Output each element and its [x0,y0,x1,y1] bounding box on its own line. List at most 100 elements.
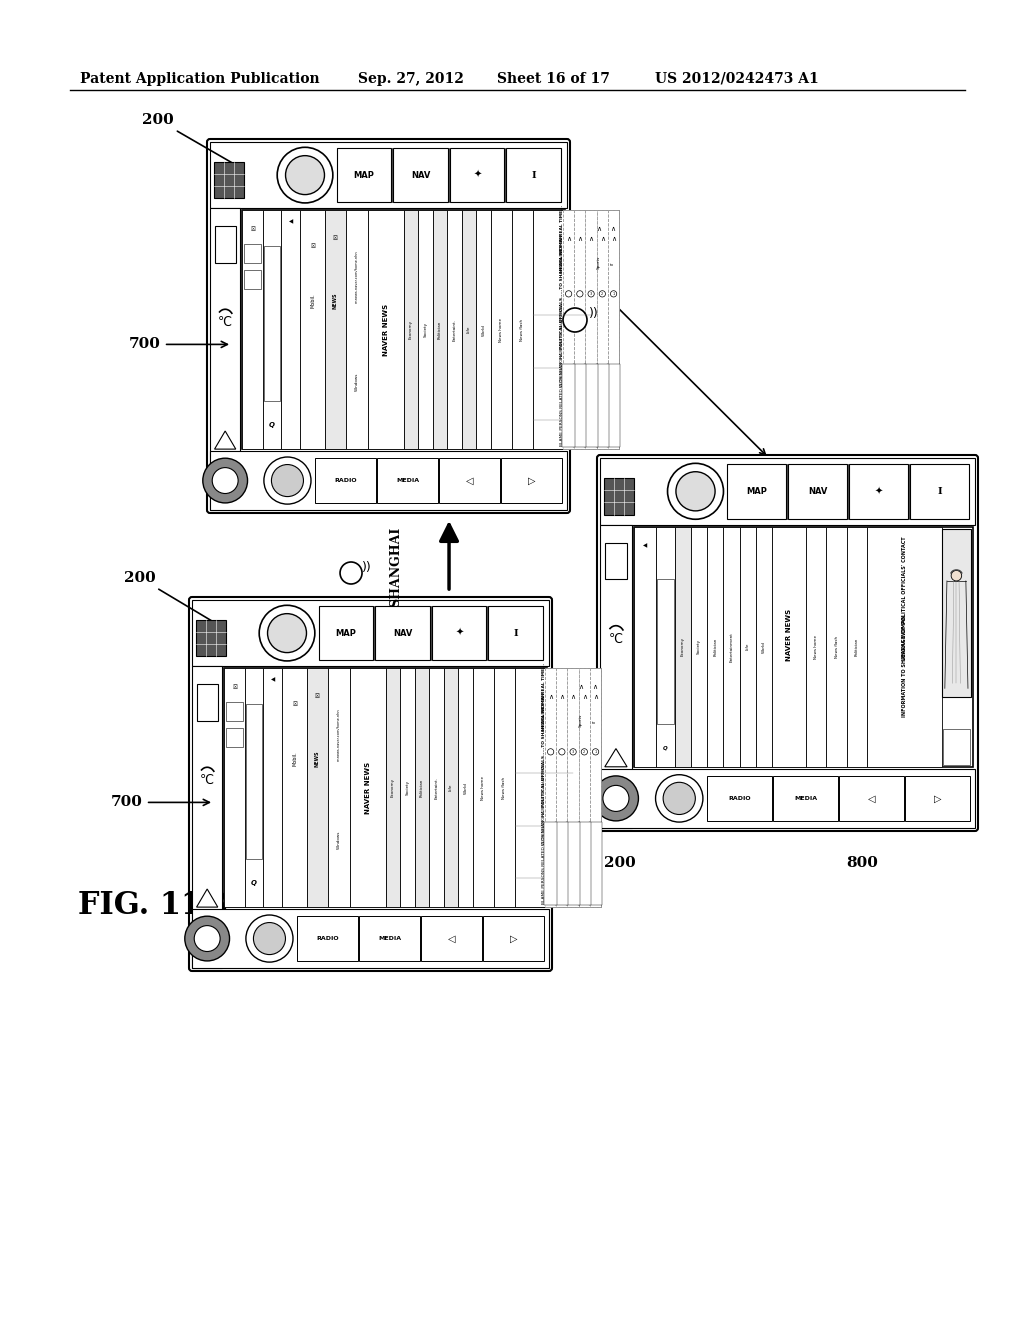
Bar [245,271,261,289]
Text: Economy: Economy [409,321,413,339]
Text: News flash: News flash [835,636,839,657]
Text: Entertaint.: Entertaint. [434,776,438,799]
Text: Entertaint.: Entertaint. [453,318,457,341]
Bar [606,210,620,449]
Bar [400,668,415,907]
Text: ✦: ✦ [473,170,481,180]
Text: I: I [513,628,518,638]
Bar [359,916,420,961]
Text: Life: Life [467,326,471,334]
Bar [403,210,418,449]
Bar [393,148,447,202]
Text: Politician: Politician [438,321,442,339]
Text: ◁: ◁ [466,475,473,486]
Bar [578,821,591,906]
Text: RADIO: RADIO [728,796,751,801]
Circle shape [610,290,616,297]
Text: World: World [464,781,468,793]
Text: Society: Society [406,780,410,795]
Text: ☒: ☒ [251,227,255,232]
Bar [386,668,400,907]
Bar [193,601,549,667]
Circle shape [203,458,248,503]
Text: ℃: ℃ [200,775,214,788]
Text: NO. 1: NO. 1 [605,294,618,334]
Text: Entertainment: Entertainment [729,632,733,661]
Bar [545,668,556,907]
Text: ∧: ∧ [566,236,571,242]
Bar [591,210,606,449]
Circle shape [340,562,362,583]
Bar [596,363,609,447]
Bar [600,524,632,828]
Bar [215,226,236,263]
Text: NAV: NAV [393,628,413,638]
Circle shape [565,290,571,297]
Circle shape [563,308,587,333]
Bar [318,606,374,660]
Text: ∧: ∧ [578,684,583,690]
Text: FIG. 11B: FIG. 11B [78,890,228,921]
Bar [197,684,218,721]
Bar [337,148,391,202]
Text: Mobil.: Mobil. [310,294,315,309]
Circle shape [582,748,588,755]
Bar [605,543,627,579]
Bar [607,363,621,447]
Bar [243,210,565,449]
Text: MEDIA: MEDIA [378,936,401,941]
Text: 1: 1 [595,750,597,754]
Circle shape [559,748,565,755]
Text: News home: News home [481,776,485,800]
Bar [214,162,244,198]
Text: MAP: MAP [336,628,356,638]
Bar [849,465,908,519]
Bar [245,244,261,263]
Bar [459,668,473,907]
Bar [567,668,579,907]
Text: ∧: ∧ [582,694,587,700]
Text: ▷: ▷ [527,475,536,486]
Bar [556,668,567,907]
Bar [196,620,226,656]
Text: ✦: ✦ [874,486,883,496]
Circle shape [676,471,715,511]
Bar [604,478,634,515]
Bar [634,527,973,767]
Text: ▷: ▷ [934,793,941,804]
Text: ∧: ∧ [548,694,553,700]
Text: 200: 200 [142,114,244,170]
Text: Politician: Politician [714,638,717,656]
Bar [739,527,756,767]
Bar [512,210,532,449]
Bar [573,363,587,447]
Text: Life: Life [449,784,453,792]
Text: NAVER NEWS: NAVER NEWS [786,609,793,661]
Text: MAP: MAP [353,170,375,180]
Bar [589,821,602,906]
Bar [283,668,306,907]
Bar [867,527,942,767]
Bar [563,210,574,449]
Text: 200: 200 [604,855,636,870]
Bar [297,916,358,961]
Polygon shape [197,888,218,907]
Bar [590,668,601,907]
Bar [657,579,674,723]
Text: Politician: Politician [855,638,859,656]
Polygon shape [605,748,627,767]
Text: News flash: News flash [520,318,524,341]
Text: MEDIA: MEDIA [794,796,817,801]
Bar [847,527,867,767]
Circle shape [668,463,724,519]
Text: )): )) [589,308,599,321]
Bar [226,727,244,747]
Text: 800: 800 [847,855,879,870]
Text: Sports: Sports [597,256,600,269]
Text: IT: IT [610,261,614,264]
Text: Windows: Windows [355,374,358,392]
Bar [462,210,476,449]
Bar [432,606,486,660]
Text: ∧: ∧ [593,694,598,700]
Text: US 2012/0242473 A1: US 2012/0242473 A1 [655,73,819,86]
